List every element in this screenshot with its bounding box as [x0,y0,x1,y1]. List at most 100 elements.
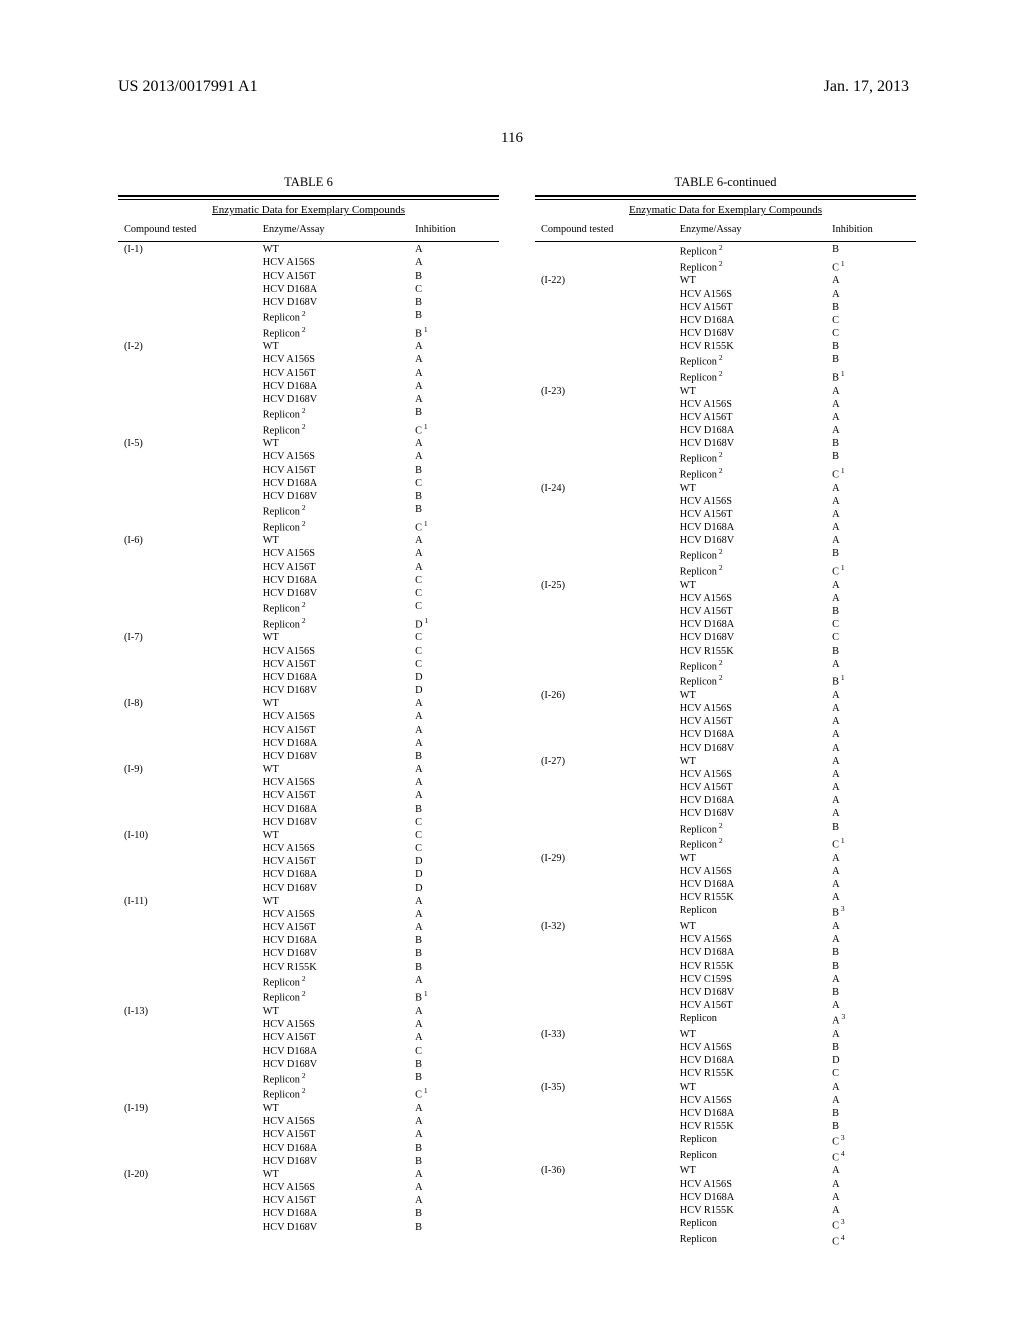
cell-inhibition: B 3 [832,904,916,920]
cell-inhibition: A [415,763,499,776]
table-row: HCV R155KB [535,1120,916,1133]
cell-compound [535,999,680,1012]
cell-inhibition: A [832,920,916,933]
cell-enzyme: HCV A156T [263,1128,415,1141]
cell-compound [118,1194,263,1207]
cell-inhibition: A [415,353,499,366]
table-row: HCV R155KB [535,645,916,658]
cell-inhibition: B [832,821,916,837]
cell-enzyme: HCV D168V [263,1058,415,1071]
cell-enzyme: HCV A156S [263,353,415,366]
table-row: HCV D168VB [118,296,499,309]
cell-enzyme: HCV A156S [263,256,415,269]
cell-inhibition: A [415,789,499,802]
superscript: 4 [839,1233,845,1242]
table-row: HCV D168VA [535,742,916,755]
superscript: 1 [839,836,845,845]
cell-enzyme: HCV D168A [263,868,415,881]
superscript: 2 [717,673,723,682]
cell-enzyme: HCV R155K [680,1204,832,1217]
superscript: 2 [717,466,723,475]
cell-enzyme: HCV A156T [263,1194,415,1207]
table-row: (I-19)WTA [118,1102,499,1115]
cell-compound [118,658,263,671]
cell-compound [118,1058,263,1071]
cell-enzyme: Replicon 2 [680,673,832,689]
cell-compound: (I-2) [118,340,263,353]
cell-inhibition: A [832,1191,916,1204]
left-column: TABLE 6 Enzymatic Data for Exemplary Com… [118,175,499,1248]
cell-inhibition: A [832,781,916,794]
cell-compound [118,974,263,990]
cell-enzyme: HCV A156S [263,776,415,789]
cell-enzyme: HCV D168V [263,393,415,406]
table-row: (I-5)WTA [118,437,499,450]
table-row: HCV A156SA [118,1181,499,1194]
cell-compound [535,563,680,579]
cell-enzyme: HCV A156S [680,288,832,301]
table-row: HCV D168AA [535,878,916,891]
table-row: Replicon 2B [535,353,916,369]
cell-enzyme: WT [680,482,832,495]
cell-compound: (I-36) [535,1164,680,1177]
cell-enzyme: HCV D168V [680,807,832,820]
cell-compound [535,702,680,715]
table-subtitle-left: Enzymatic Data for Exemplary Compounds [118,201,499,219]
cell-compound [118,380,263,393]
table-row: (I-9)WTA [118,763,499,776]
table-subtitle-right: Enzymatic Data for Exemplary Compounds [535,201,916,219]
table-row: (I-23)WTA [535,385,916,398]
cell-inhibition: A [415,561,499,574]
cell-inhibition: A [415,243,499,256]
table-row: (I-6)WTA [118,534,499,547]
cell-compound [535,631,680,644]
cell-enzyme: HCV D168A [680,728,832,741]
table-row: HCV A156SA [118,256,499,269]
cell-inhibition: C [415,816,499,829]
cell-compound: (I-11) [118,895,263,908]
cell-inhibition: B [415,490,499,503]
cell-enzyme: Replicon 2 [680,466,832,482]
cell-compound [535,742,680,755]
cell-inhibition: D 1 [415,616,499,632]
cell-inhibition: B [832,1120,916,1133]
cell-inhibition: A [415,547,499,560]
content-columns: TABLE 6 Enzymatic Data for Exemplary Com… [118,175,916,1248]
cell-enzyme: WT [263,631,415,644]
cell-inhibition: A [832,702,916,715]
table-row: HCV D168AB [118,1142,499,1155]
cell-enzyme: Replicon 2 [263,974,415,990]
table-row: HCV A156TA [118,921,499,934]
table-row: (I-11)WTA [118,895,499,908]
cell-compound [535,547,680,563]
cell-compound [118,1115,263,1128]
cell-compound [535,836,680,852]
table-row: HCV R155KB [535,340,916,353]
cell-enzyme: WT [263,697,415,710]
table-row: HCV D168AD [118,671,499,684]
cell-inhibition: C [415,574,499,587]
table-row: HCV A156SA [118,1115,499,1128]
cell-enzyme: HCV A156T [263,724,415,737]
table-row: RepliconC 3 [535,1217,916,1233]
cell-compound [118,868,263,881]
cell-compound [118,600,263,616]
table-row: HCV D168AA [535,521,916,534]
cell-compound [535,424,680,437]
cell-compound: (I-29) [535,852,680,865]
cell-compound [535,933,680,946]
rule [535,195,916,197]
col-compound: Compound tested [535,223,680,236]
col-inhibition: Inhibition [832,223,916,236]
cell-enzyme: Replicon 2 [680,369,832,385]
table-row: Replicon 2C 1 [535,466,916,482]
cell-compound [535,353,680,369]
table-row: HCV A156TA [535,781,916,794]
cell-enzyme: HCV A156T [680,411,832,424]
cell-enzyme: WT [263,829,415,842]
table-row: HCV A156SA [118,450,499,463]
cell-compound [118,616,263,632]
cell-enzyme: Replicon 2 [680,547,832,563]
cell-enzyme: WT [263,340,415,353]
cell-enzyme: Replicon 2 [680,563,832,579]
